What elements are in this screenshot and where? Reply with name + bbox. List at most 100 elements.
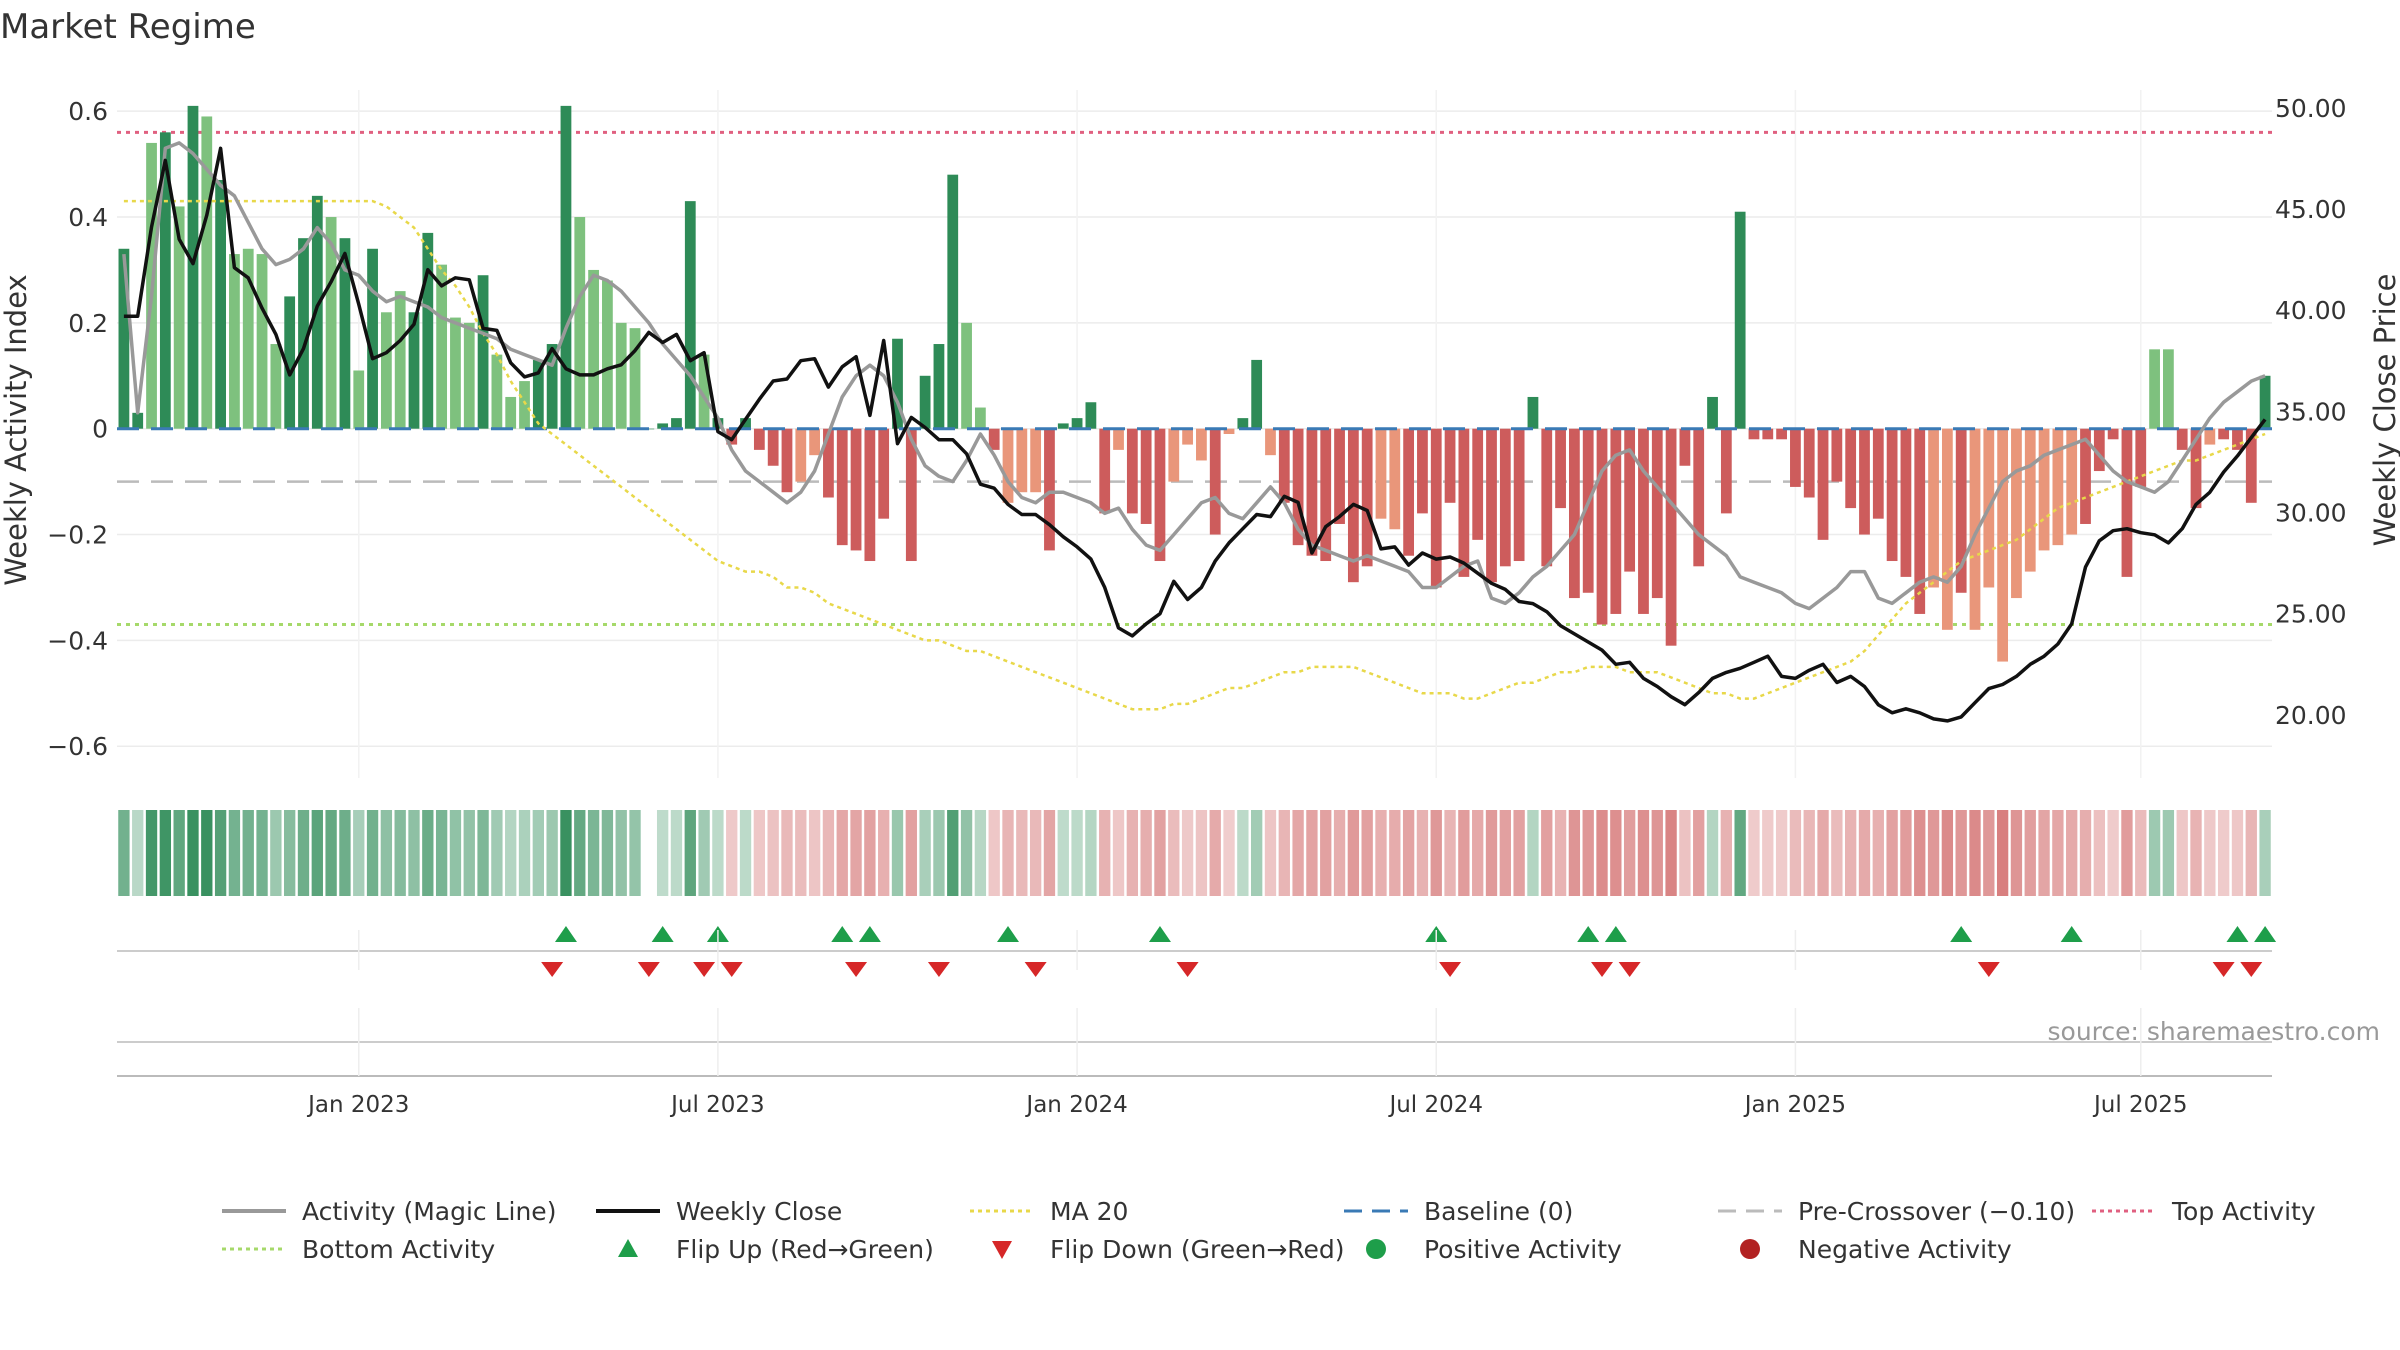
activity-bar <box>229 254 240 429</box>
regime-cell <box>187 810 199 896</box>
activity-bar <box>615 322 627 429</box>
legend-label: Flip Up (Red→Green) <box>676 1234 934 1264</box>
activity-bar <box>988 428 1000 450</box>
regime-cell <box>339 810 351 896</box>
flip-down-marker <box>2240 962 2263 977</box>
chart-title: Market Regime <box>0 7 256 47</box>
legend-label: Activity (Magic Line) <box>302 1196 557 1226</box>
activity-bar <box>1845 428 1857 509</box>
regime-cell <box>422 810 434 896</box>
activity-bar <box>1555 428 1566 509</box>
legend-line-black-icon <box>596 1209 660 1213</box>
activity-bar <box>1762 428 1774 440</box>
activity-bar <box>2218 428 2230 440</box>
regime-cell <box>656 810 669 896</box>
legend-item-negative: Negative Activity <box>1716 1233 2012 1265</box>
activity-bar <box>1859 428 1870 535</box>
activity-bar <box>671 418 682 429</box>
regime-cell <box>1181 810 1194 896</box>
regime-cell <box>1154 810 1166 896</box>
x-tick-label: Jul 2023 <box>669 1092 765 1118</box>
legend-label: Flip Down (Green→Red) <box>1050 1234 1345 1264</box>
activity-bar <box>1334 428 1345 524</box>
activity-bar <box>1790 428 1801 487</box>
activity-bar <box>2024 428 2036 572</box>
activity-bar <box>1057 423 1069 429</box>
flip-down-marker <box>637 962 660 977</box>
regime-cell <box>1983 810 1995 896</box>
y2-tick-label: 50.00 <box>2275 94 2347 123</box>
regime-cell <box>2148 810 2161 896</box>
x-axis: Jan 2023 Jul 2023 Jan 2024 Jul 2024 Jan 2025… <box>117 930 2272 1118</box>
activity-bar <box>1389 428 1401 530</box>
regime-cell <box>1803 810 1815 896</box>
y-tick-label: 0.4 <box>68 203 108 232</box>
red-dot-icon <box>1740 1239 1760 1259</box>
activity-bar <box>1403 428 1415 556</box>
flip-up-marker <box>2060 926 2083 942</box>
activity-bar <box>1596 428 1608 625</box>
legend-item-flip-up: Flip Up (Red→Green) <box>594 1233 934 1265</box>
activity-bar <box>325 217 337 429</box>
regime-cell <box>808 810 821 896</box>
regime-cell <box>2176 810 2188 896</box>
activity-bar <box>1361 428 1373 567</box>
activity-bar <box>1265 428 1276 456</box>
regime-cell <box>988 810 1000 896</box>
regime-cell <box>822 810 835 896</box>
activity-bar <box>2052 428 2064 546</box>
activity-bar <box>836 428 848 546</box>
regime-cell <box>1472 810 1484 896</box>
y-tick-label: 0.2 <box>68 309 108 338</box>
regime-cell <box>2024 810 2036 896</box>
activity-bar <box>1126 428 1138 514</box>
x-tick-label: Jan 2023 <box>306 1092 409 1118</box>
activity-bar <box>380 312 392 429</box>
regime-cell <box>2107 810 2119 896</box>
regime-cell <box>670 810 683 896</box>
activity-bar <box>1030 428 1042 493</box>
flip-down-marker <box>1618 962 1641 977</box>
activity-bar <box>1969 428 1981 630</box>
activity-bar <box>519 381 530 429</box>
activity-bar <box>2190 428 2202 509</box>
legend-item-pre: Pre-Crossover (−0.10) <box>1716 1195 2075 1227</box>
flip-up-marker <box>2226 926 2249 942</box>
activity-bar <box>1085 402 1097 429</box>
activity-bar <box>1486 428 1497 583</box>
activity-bar <box>1472 428 1484 540</box>
regime-cell <box>1237 810 1249 896</box>
y-axis-label: Weekly Activity Index <box>0 274 33 585</box>
regime-cell <box>864 810 876 896</box>
flip-up-marker <box>554 926 577 942</box>
activity-bar <box>1099 428 1111 514</box>
regime-cell <box>1596 810 1608 896</box>
legend-label: Top Activity <box>2172 1196 2316 1226</box>
regime-cell <box>1513 810 1525 896</box>
legend-dashed-gray-icon <box>1718 1209 1782 1213</box>
regime-cell <box>836 810 848 896</box>
regime-cell <box>2079 810 2092 896</box>
activity-bar <box>1209 428 1221 535</box>
activity-bar <box>1679 428 1691 466</box>
activity-bar <box>367 248 378 429</box>
legend-item-magic: Activity (Magic Line) <box>220 1195 556 1227</box>
legend-item-close: Weekly Close <box>594 1195 842 1227</box>
regime-cell <box>1720 810 1733 896</box>
flip-markers <box>117 926 2277 1043</box>
regime-cell <box>905 810 917 896</box>
regime-cell <box>1582 810 1594 896</box>
activity-bar <box>1292 428 1304 546</box>
legend-label: Positive Activity <box>1424 1234 1622 1264</box>
activity-bars <box>118 105 2271 662</box>
legend-dotted-pink-icon <box>2092 1209 2156 1213</box>
reference-lines <box>117 130 2272 627</box>
legend-item-bottom: Bottom Activity <box>220 1233 495 1265</box>
regime-cell <box>1651 810 1663 896</box>
legend-line-gray-icon <box>222 1209 286 1213</box>
triangle-up-icon <box>618 1239 638 1257</box>
flip-down-marker <box>693 962 716 977</box>
regime-cell <box>132 810 144 896</box>
regime-cell <box>311 810 323 896</box>
regime-cell <box>380 810 393 896</box>
